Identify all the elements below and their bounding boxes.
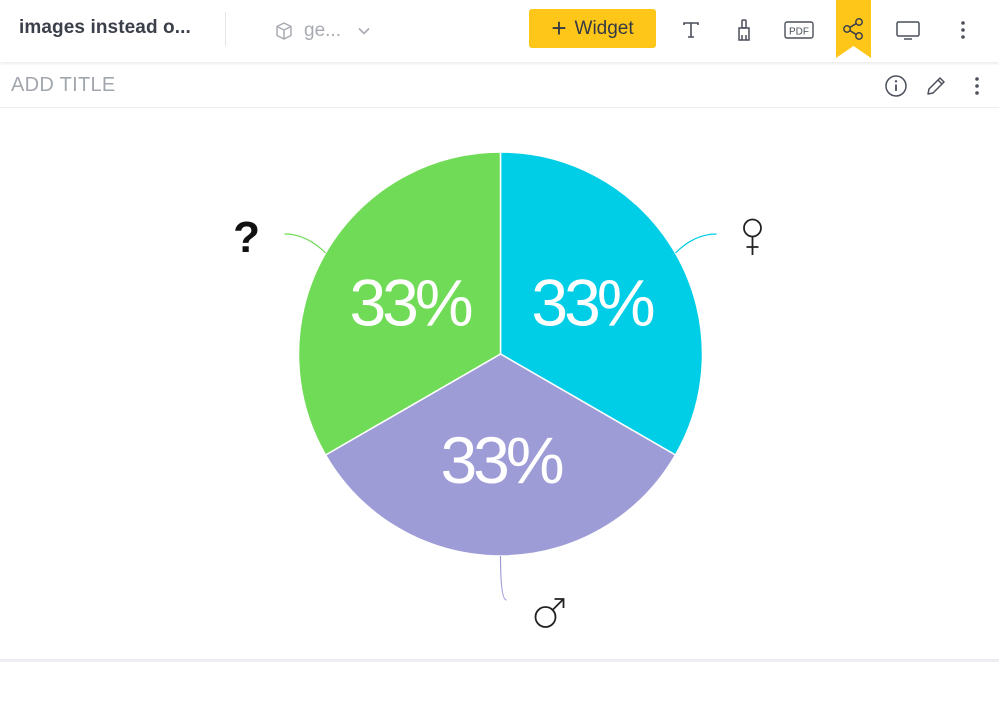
chevron-down-icon[interactable] [357, 26, 371, 36]
widget-title-placeholder[interactable]: ADD TITLE [11, 74, 116, 96]
slice-percent-label-female: 33% [531, 265, 653, 339]
cube-icon [276, 22, 292, 40]
pdf-icon: PDF [784, 21, 814, 39]
pie-chart-widget: 33% 33% 33%? [0, 108, 999, 658]
widget-header: ADD TITLE [0, 65, 999, 108]
top-toolbar: images instead o... ge... + Widget PDF [0, 0, 999, 62]
share-tab-background [836, 0, 871, 58]
leader-line [284, 233, 326, 254]
dataset-selector[interactable]: ge... [274, 18, 381, 44]
share-button[interactable] [836, 0, 871, 58]
slice-percent-label-unknown: 33% [349, 265, 471, 339]
leader-line [499, 555, 507, 601]
widget-info-button[interactable] [883, 73, 909, 99]
more-options-button[interactable] [947, 14, 979, 46]
plus-icon: + [551, 12, 567, 43]
style-tool-button[interactable] [728, 14, 760, 46]
monitor-icon [896, 21, 920, 40]
pie-slice-female[interactable] [499, 151, 704, 457]
paint-brush-icon [738, 19, 750, 41]
question-mark-icon: ? [233, 213, 260, 262]
widget-edit-button[interactable] [923, 73, 949, 99]
pdf-export-button[interactable]: PDF [782, 14, 816, 46]
dataset-label: ge... [304, 20, 341, 41]
add-widget-button[interactable]: + Widget [529, 9, 656, 48]
pie-slice-male[interactable] [324, 353, 677, 557]
widget-more-button[interactable] [964, 73, 990, 99]
info-icon [885, 75, 907, 97]
slice-percent-label-male: 33% [440, 423, 562, 497]
text-icon [683, 22, 699, 38]
leader-line [675, 233, 717, 254]
dashboard-title[interactable]: images instead o... [19, 17, 191, 38]
more-vertical-icon [961, 21, 965, 39]
pdf-label: PDF [789, 27, 809, 38]
edit-pencil-icon [927, 77, 945, 95]
more-vertical-icon [975, 77, 979, 95]
pie-chart: 33% 33% 33%? [233, 151, 762, 628]
widget-bottom-border [0, 659, 999, 662]
share-icon [843, 18, 863, 40]
text-tool-button[interactable] [675, 14, 707, 46]
male-symbol-icon [534, 598, 565, 628]
add-widget-label: Widget [574, 17, 634, 39]
female-symbol-icon [743, 218, 762, 255]
pie-slice-unknown[interactable] [297, 151, 502, 457]
toolbar-divider [225, 12, 226, 46]
svg-text:?: ? [233, 213, 260, 262]
present-button[interactable] [892, 14, 924, 46]
